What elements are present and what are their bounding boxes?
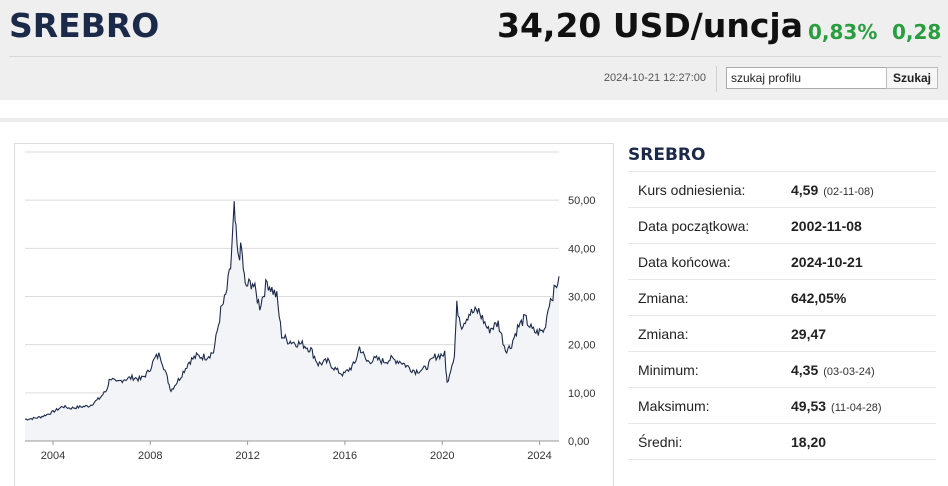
stats-date: (02-11-08) <box>823 186 874 198</box>
stats-value-text: 4,59 <box>791 182 819 198</box>
price-chart-svg: 0,00 10,00 20,00 30,00 40,00 50,00 2004 2008 201… <box>24 151 596 462</box>
stats-value-text: 29,47 <box>791 326 827 342</box>
current-price: 34,20 USD/uncja <box>496 6 803 45</box>
y-tick-label: 40,00 <box>568 243 596 255</box>
stats-label: Zmiana: <box>638 326 689 342</box>
stats-row: Zmiana: 29,47 <box>628 316 936 352</box>
stats-row: Maksimum: 49,53 (11-04-28) <box>628 388 936 424</box>
stats-label: Średni: <box>638 434 683 450</box>
toolbar-separator <box>716 66 717 92</box>
change-percent: 0,83% <box>808 20 878 44</box>
stats-value: 2024-10-21 <box>791 254 863 270</box>
stats-row: Kurs odniesienia: 4,59 (02-11-08) <box>628 171 936 208</box>
stats-row: Średni: 18,20 <box>628 424 936 460</box>
stats-value: 29,47 <box>791 326 826 342</box>
stats-value: 4,35 (03-03-24) <box>791 362 875 378</box>
stats-value: 642,05% <box>791 290 846 306</box>
header-divider <box>9 56 941 57</box>
search-button[interactable]: Szukaj <box>886 67 938 89</box>
stats-label: Data początkowa: <box>638 218 750 234</box>
x-tick-label: 2004 <box>41 450 65 462</box>
y-tick-label: 30,00 <box>568 292 596 304</box>
stats-row: Data końcowa: 2024-10-21 <box>628 244 936 280</box>
stats-label: Data końcowa: <box>638 254 731 270</box>
stats-value-text: 4,35 <box>791 362 819 378</box>
quote-timestamp: 2024-10-21 12:27:00 <box>603 72 706 84</box>
stats-value-text: 642,05% <box>791 290 847 306</box>
x-tick-label: 2024 <box>527 450 551 462</box>
stats-table: Kurs odniesienia: 4,59 (02-11-08) Data pocz… <box>628 171 936 460</box>
stats-row: Data początkowa: 2002-11-08 <box>628 208 936 244</box>
stats-row: Minimum: 4,35 (03-03-24) <box>628 352 936 388</box>
stats-date: (11-04-28) <box>831 402 882 414</box>
y-tick-label: 20,00 <box>568 340 596 352</box>
price-chart: 0,00 10,00 20,00 30,00 40,00 50,00 2004 2008 201… <box>14 143 614 486</box>
change-absolute: 0,28 <box>892 20 942 44</box>
stats-value: 18,20 <box>791 434 826 450</box>
y-tick-label: 0,00 <box>568 436 589 448</box>
series-line <box>24 201 560 421</box>
series-area <box>25 201 559 441</box>
stats-row: Zmiana: 642,05% <box>628 280 936 316</box>
stats-date: (03-03-24) <box>823 366 875 378</box>
stats-label: Zmiana: <box>638 290 689 306</box>
y-tick-label: 50,00 <box>568 195 596 207</box>
x-tick-label: 2012 <box>235 450 259 462</box>
stats-value-text: 2002-11-08 <box>791 218 862 234</box>
x-tick-label: 2008 <box>138 450 162 462</box>
header-bar: SREBRO 34,20 USD/uncja 0,83% 0,28 2024-1… <box>0 0 948 100</box>
stats-value: 2002-11-08 <box>791 218 862 234</box>
panel-title: SREBRO <box>628 145 706 165</box>
stats-value-text: 49,53 <box>791 398 827 414</box>
stats-value-text: 2024-10-21 <box>791 254 863 270</box>
page-title: SREBRO <box>9 6 160 45</box>
x-tick-label: 2016 <box>333 450 357 462</box>
stats-value: 4,59 (02-11-08) <box>791 182 874 198</box>
search-input[interactable] <box>726 67 887 89</box>
x-tick-label: 2020 <box>430 450 454 462</box>
stats-label: Kurs odniesienia: <box>638 182 746 198</box>
stats-value-text: 18,20 <box>791 434 827 450</box>
y-tick-label: 10,00 <box>568 388 596 400</box>
stats-label: Maksimum: <box>638 398 710 414</box>
stats-value: 49,53 (11-04-28) <box>791 398 882 414</box>
section-divider <box>0 118 948 122</box>
stats-label: Minimum: <box>638 362 699 378</box>
